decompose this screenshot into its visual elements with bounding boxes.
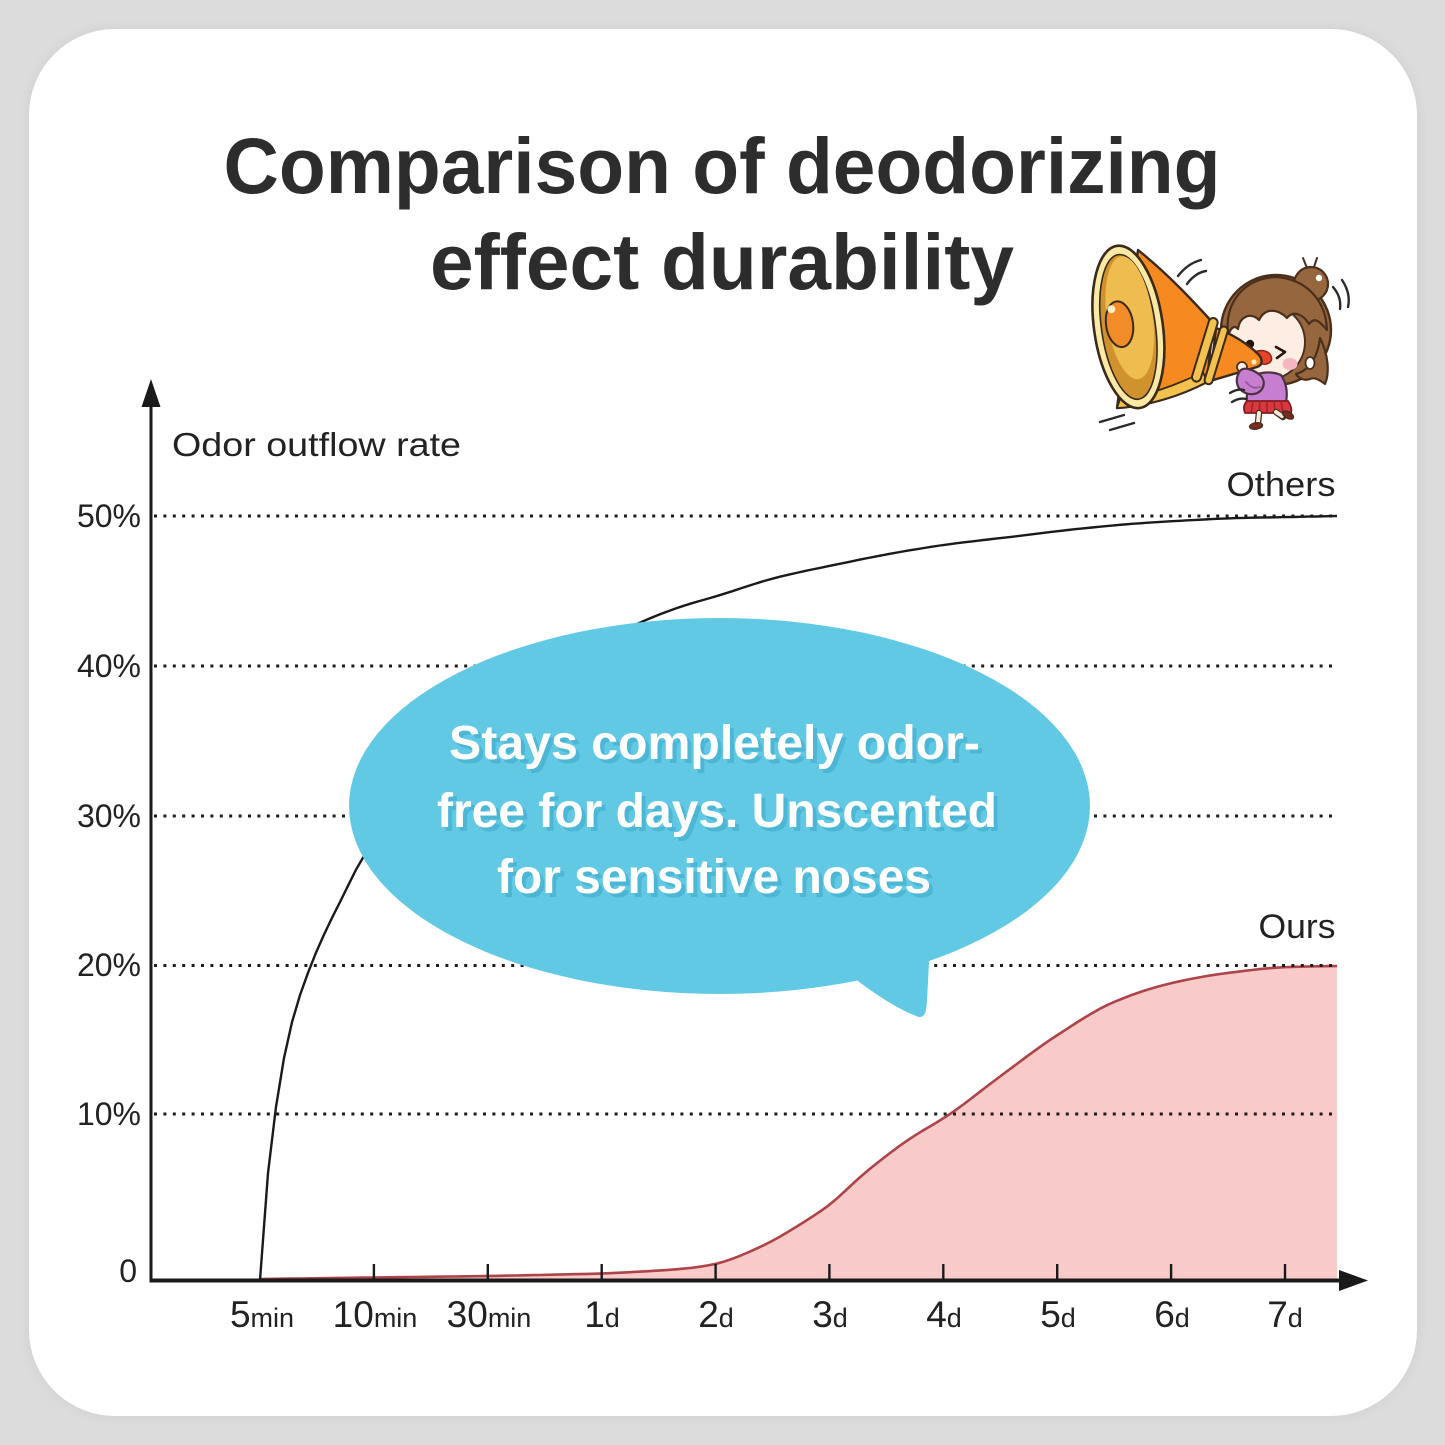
svg-text:10%: 10% [77, 1096, 141, 1132]
svg-text:for sensitive noses: for sensitive noses [497, 851, 931, 904]
svg-text:4d: 4d [926, 1294, 962, 1335]
svg-text:2d: 2d [698, 1294, 734, 1335]
svg-text:for sensitive noses: for sensitive noses [501, 855, 935, 908]
svg-text:Comparison of deodorizing: Comparison of deodorizing [224, 121, 1221, 210]
svg-text:0: 0 [119, 1253, 137, 1289]
svg-text:40%: 40% [77, 648, 141, 684]
svg-text:Stays completely odor-: Stays completely odor- [453, 721, 984, 774]
svg-text:Odor outflow rate: Odor outflow rate [172, 426, 461, 463]
svg-text:3d: 3d [812, 1294, 848, 1335]
svg-text:7d: 7d [1267, 1294, 1303, 1335]
svg-text:free for days. Unscented: free for days. Unscented [437, 785, 997, 838]
svg-text:5d: 5d [1040, 1294, 1076, 1335]
svg-text:1d: 1d [584, 1294, 620, 1335]
svg-text:30min: 30min [447, 1294, 532, 1335]
svg-text:5min: 5min [230, 1294, 294, 1335]
svg-text:Ours: Ours [1259, 908, 1336, 946]
svg-text:6d: 6d [1154, 1294, 1190, 1335]
svg-text:Others: Others [1227, 466, 1336, 504]
svg-text:50%: 50% [77, 498, 141, 534]
svg-text:effect durability: effect durability [430, 217, 1014, 306]
svg-text:20%: 20% [77, 947, 141, 983]
svg-text:30%: 30% [77, 798, 141, 834]
svg-text:Stays completely odor-: Stays completely odor- [449, 717, 980, 770]
svg-text:10min: 10min [333, 1294, 418, 1335]
svg-text:free for days. Unscented: free for days. Unscented [441, 789, 1001, 842]
